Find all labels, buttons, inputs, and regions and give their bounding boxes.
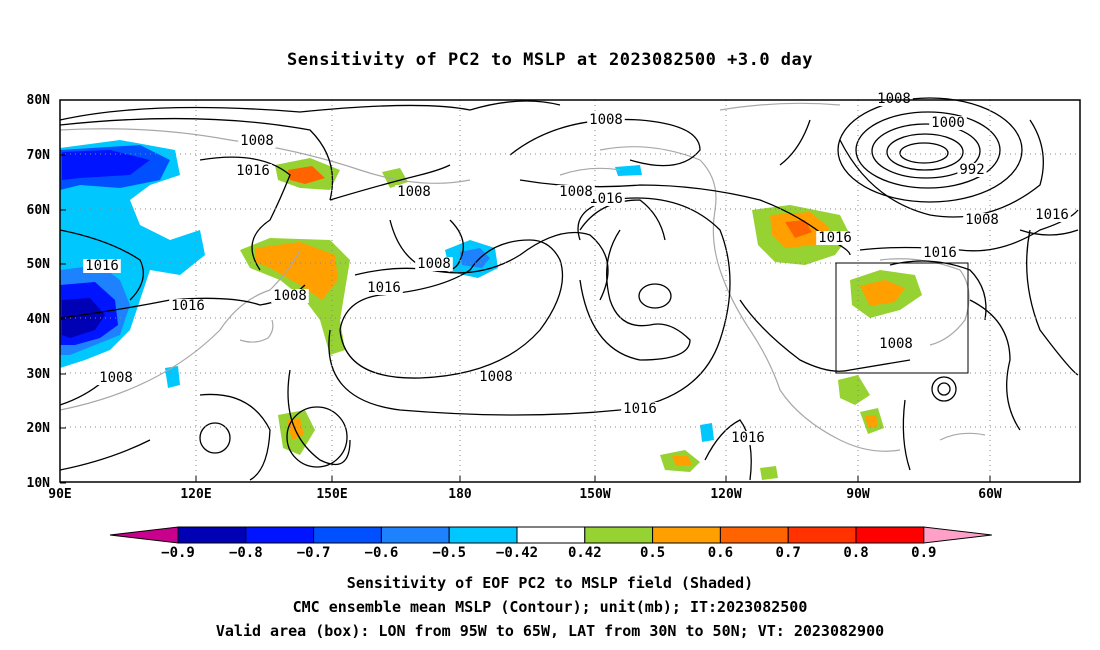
latitude-labels: 80N 70N 60N 50N 40N 30N 20N 10N <box>27 93 66 491</box>
positive-region <box>785 220 812 238</box>
map-panel: 1008101610081008101610161008100810161008… <box>59 91 1081 483</box>
colorbar: −0.9 −0.8 −0.7 −0.6 −0.5 −0.42 0.42 0.5 0.6 0.7 0.… <box>109 526 992 561</box>
contour-label: 1016 <box>171 298 205 314</box>
shaded-sensitivity <box>60 140 922 480</box>
chart-title: Sensitivity of PC2 to MSLP at 2023082500… <box>286 50 813 70</box>
caption-line-1: Sensitivity of EOF PC2 to MSLP field (Sh… <box>346 574 754 592</box>
colorbar-tick-label: −0.7 <box>297 545 331 561</box>
positive-region <box>672 456 692 466</box>
lat-tick-label: 30N <box>27 367 51 382</box>
contour-label: 1008 <box>273 288 307 304</box>
grid-lines <box>60 100 1080 482</box>
contour-label: 1008 <box>240 133 274 149</box>
contour-label: 1000 <box>931 115 965 131</box>
positive-region <box>255 242 338 300</box>
contour-label: 1008 <box>559 184 593 200</box>
colorbar-tick-label: −0.6 <box>365 545 399 561</box>
colorbar-segment <box>584 526 654 544</box>
colorbar-tick-label: −0.9 <box>161 545 195 561</box>
colorbar-segment <box>855 526 925 544</box>
lat-tick-label: 60N <box>27 203 51 218</box>
lon-tick-label: 60W <box>978 487 1002 502</box>
colorbar-segment <box>448 526 518 544</box>
contour-label: 1016 <box>731 430 765 446</box>
positive-region <box>288 166 325 184</box>
colorbar-tick-label: 0.42 <box>568 545 602 561</box>
contour-label: 1016 <box>85 258 119 274</box>
colorbar-segment <box>787 526 857 544</box>
negative-region <box>165 366 180 388</box>
negative-region <box>615 165 642 176</box>
colorbar-tick-label: 0.5 <box>640 545 665 561</box>
negative-region <box>62 150 150 180</box>
lon-tick-label: 90E <box>48 487 71 502</box>
positive-region <box>860 280 905 306</box>
lat-tick-label: 80N <box>27 93 51 108</box>
lat-tick-label: 10N <box>27 476 51 491</box>
colorbar-segment <box>652 526 721 544</box>
contour-label: 1008 <box>397 184 431 200</box>
contour-label: 1008 <box>479 369 513 385</box>
negative-region <box>460 248 490 268</box>
caption-line-3: Valid area (box): LON from 95W to 65W, L… <box>215 622 885 640</box>
colorbar-tick-label: 0.9 <box>911 545 936 561</box>
colorbar-tick-label: 0.7 <box>776 545 801 561</box>
lat-tick-label: 20N <box>27 421 51 436</box>
contour-label: 1016 <box>236 163 270 179</box>
contour-label: 1016 <box>589 191 623 207</box>
colorbar-tick-label: −0.42 <box>496 545 538 561</box>
colorbar-segment <box>245 526 315 544</box>
pressure-contours <box>59 97 1079 481</box>
lon-tick-label: 180 <box>448 487 472 502</box>
lon-tick-label: 90W <box>846 487 870 502</box>
colorbar-segment <box>380 526 450 544</box>
contour-label: 1008 <box>99 370 133 386</box>
contour-labels: 1008101610081008101610161008100810161008… <box>83 91 1071 446</box>
contour-label: 1008 <box>417 256 451 272</box>
contour-label: 1008 <box>965 212 999 228</box>
lat-tick-label: 70N <box>27 148 51 163</box>
contour-label: 1008 <box>877 91 911 107</box>
longitude-labels: 90E 120E 150E 180 150W 120W 90W 60W <box>48 476 1002 502</box>
colorbar-tick-label: −0.5 <box>432 545 466 561</box>
valid-area-box <box>835 262 969 374</box>
map-frame <box>59 99 1081 483</box>
contour-label: 1016 <box>367 280 401 296</box>
contour-label: 1016 <box>923 245 957 261</box>
lat-tick-label: 50N <box>27 257 51 272</box>
contour-label: 992 <box>959 162 984 178</box>
lat-tick-label: 40N <box>27 312 51 327</box>
colorbar-tick-label: 0.8 <box>843 545 868 561</box>
lon-tick-label: 120W <box>710 487 741 502</box>
positive-region <box>838 375 870 405</box>
caption-line-2: CMC ensemble mean MSLP (Contour); unit(m… <box>292 598 808 616</box>
colorbar-tick-label: 0.6 <box>708 545 733 561</box>
contour-label: 1008 <box>589 112 623 128</box>
colorbar-tick-label: −0.8 <box>229 545 263 561</box>
colorbar-segment <box>719 526 789 544</box>
colorbar-max-arrow <box>923 526 992 544</box>
colorbar-min-arrow <box>109 526 179 544</box>
contour-label: 1008 <box>879 336 913 352</box>
lon-tick-label: 120E <box>180 487 211 502</box>
positive-region <box>865 415 878 428</box>
negative-region <box>62 298 105 338</box>
negative-region <box>700 423 714 442</box>
contour-label: 1016 <box>623 401 657 417</box>
colorbar-segment <box>516 526 586 544</box>
lon-tick-label: 150W <box>579 487 610 502</box>
contour-label: 1016 <box>818 230 852 246</box>
contour-label: 1016 <box>1035 207 1069 223</box>
lon-tick-label: 150E <box>316 487 347 502</box>
colorbar-segment <box>177 526 247 544</box>
positive-region <box>760 466 778 480</box>
colorbar-segment <box>313 526 382 544</box>
